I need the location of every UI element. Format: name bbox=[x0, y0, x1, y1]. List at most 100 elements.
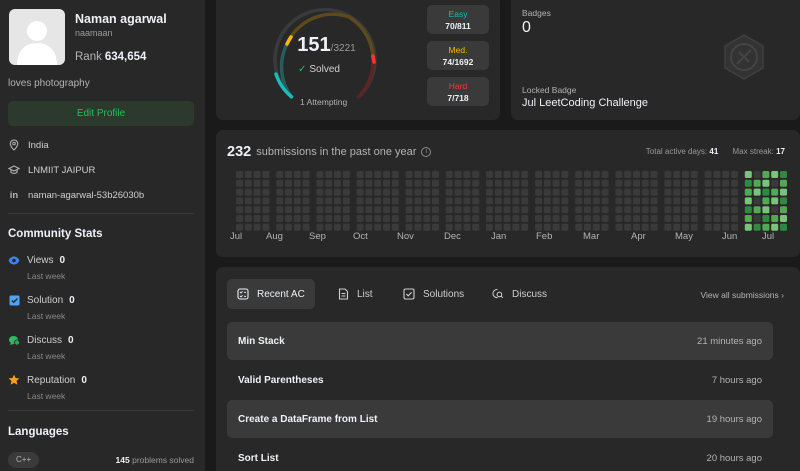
heatmap-cell[interactable] bbox=[454, 188, 462, 196]
heatmap-cell[interactable] bbox=[405, 197, 413, 205]
heatmap-cell[interactable] bbox=[236, 179, 243, 187]
heatmap-cell[interactable] bbox=[624, 179, 632, 187]
heatmap-cell[interactable] bbox=[543, 223, 551, 231]
heatmap-cell[interactable] bbox=[276, 215, 284, 222]
heatmap-cell[interactable] bbox=[293, 215, 301, 222]
heatmap-cell[interactable] bbox=[535, 223, 542, 231]
heatmap-cell[interactable] bbox=[316, 206, 324, 214]
heatmap-cell[interactable] bbox=[641, 179, 649, 187]
heatmap-cell[interactable] bbox=[486, 215, 493, 222]
heatmap-cell[interactable] bbox=[414, 188, 422, 196]
heatmap-cell[interactable] bbox=[334, 188, 341, 196]
heatmap-cell[interactable] bbox=[615, 197, 623, 205]
heatmap-cell[interactable] bbox=[494, 188, 502, 196]
heatmap-cell[interactable] bbox=[744, 215, 752, 222]
heatmap-cell[interactable] bbox=[503, 215, 511, 222]
heatmap-cell[interactable] bbox=[592, 197, 600, 205]
heatmap-cell[interactable] bbox=[601, 206, 609, 214]
heatmap-cell[interactable] bbox=[552, 188, 560, 196]
heatmap-cell[interactable] bbox=[356, 197, 364, 205]
heatmap-cell[interactable] bbox=[552, 179, 560, 187]
heatmap-cell[interactable] bbox=[521, 197, 529, 205]
heatmap-cell[interactable] bbox=[276, 223, 284, 231]
heatmap-cell[interactable] bbox=[445, 206, 453, 214]
heatmap-cell[interactable] bbox=[722, 215, 730, 222]
heatmap-cell[interactable] bbox=[383, 223, 390, 231]
heatmap-cell[interactable] bbox=[682, 188, 689, 196]
problem-title[interactable]: Valid Parentheses bbox=[238, 374, 324, 386]
heatmap-cell[interactable] bbox=[463, 223, 471, 231]
heatmap-cell[interactable] bbox=[512, 179, 520, 187]
heatmap-cell[interactable] bbox=[650, 206, 658, 214]
heatmap-cell[interactable] bbox=[682, 223, 689, 231]
heatmap-cell[interactable] bbox=[494, 223, 502, 231]
heatmap-cell[interactable] bbox=[432, 215, 439, 222]
heatmap-cell[interactable] bbox=[722, 223, 730, 231]
heatmap-cell[interactable] bbox=[405, 223, 413, 231]
heatmap-cell[interactable] bbox=[624, 171, 632, 178]
heatmap-cell[interactable] bbox=[575, 197, 583, 205]
heatmap-cell[interactable] bbox=[584, 179, 591, 187]
heatmap-cell[interactable] bbox=[664, 179, 672, 187]
heatmap-cell[interactable] bbox=[664, 206, 672, 214]
heatmap-cell[interactable] bbox=[494, 215, 502, 222]
heatmap-cell[interactable] bbox=[414, 179, 422, 187]
heatmap-cell[interactable] bbox=[762, 197, 770, 205]
heatmap-cell[interactable] bbox=[494, 206, 502, 214]
heatmap-cell[interactable] bbox=[731, 223, 738, 231]
heatmap-cell[interactable] bbox=[682, 215, 689, 222]
heatmap-cell[interactable] bbox=[342, 206, 350, 214]
list-item[interactable]: Create a DataFrame from List 19 hours ag… bbox=[227, 400, 773, 438]
heatmap-cell[interactable] bbox=[316, 215, 324, 222]
heatmap-cell[interactable] bbox=[624, 197, 632, 205]
heatmap-cell[interactable] bbox=[374, 171, 382, 178]
heatmap-cell[interactable] bbox=[704, 206, 712, 214]
heatmap-cell[interactable] bbox=[561, 171, 569, 178]
heatmap-cell[interactable] bbox=[285, 206, 292, 214]
heatmap-cell[interactable] bbox=[780, 215, 787, 222]
heatmap-cell[interactable] bbox=[682, 171, 689, 178]
heatmap-cell[interactable] bbox=[512, 206, 520, 214]
heatmap-cell[interactable] bbox=[624, 215, 632, 222]
problem-title[interactable]: Create a DataFrame from List bbox=[238, 413, 378, 425]
heatmap-cell[interactable] bbox=[342, 215, 350, 222]
heatmap-cell[interactable] bbox=[543, 188, 551, 196]
heatmap-cell[interactable] bbox=[744, 206, 752, 214]
heatmap-cell[interactable] bbox=[486, 188, 493, 196]
heatmap-cell[interactable] bbox=[454, 171, 462, 178]
heatmap-cell[interactable] bbox=[624, 206, 632, 214]
heatmap-cell[interactable] bbox=[771, 171, 779, 178]
heatmap-cell[interactable] bbox=[454, 215, 462, 222]
heatmap-cell[interactable] bbox=[592, 215, 600, 222]
heatmap-cell[interactable] bbox=[561, 179, 569, 187]
medium-box[interactable]: Med. 74/1692 bbox=[427, 41, 489, 70]
heatmap-cell[interactable] bbox=[731, 197, 738, 205]
heatmap-cell[interactable] bbox=[762, 215, 770, 222]
heatmap-cell[interactable] bbox=[592, 188, 600, 196]
heatmap-cell[interactable] bbox=[552, 223, 560, 231]
heatmap-cell[interactable] bbox=[503, 197, 511, 205]
heatmap-cell[interactable] bbox=[561, 223, 569, 231]
heatmap-cell[interactable] bbox=[722, 206, 730, 214]
heatmap-cell[interactable] bbox=[414, 206, 422, 214]
heatmap-cell[interactable] bbox=[771, 188, 779, 196]
heatmap-cell[interactable] bbox=[535, 197, 542, 205]
heatmap-cell[interactable] bbox=[633, 179, 640, 187]
heatmap-cell[interactable] bbox=[285, 197, 292, 205]
heatmap-cell[interactable] bbox=[713, 206, 721, 214]
heatmap-cell[interactable] bbox=[601, 223, 609, 231]
heatmap-cell[interactable] bbox=[753, 197, 761, 205]
heatmap-cell[interactable] bbox=[262, 179, 270, 187]
heatmap-cell[interactable] bbox=[486, 223, 493, 231]
view-all-submissions-link[interactable]: View all submissions › bbox=[701, 290, 784, 300]
heatmap-cell[interactable] bbox=[575, 206, 583, 214]
heatmap-cell[interactable] bbox=[503, 206, 511, 214]
heatmap-cell[interactable] bbox=[244, 206, 252, 214]
heatmap-cell[interactable] bbox=[285, 171, 292, 178]
heatmap-cell[interactable] bbox=[615, 215, 623, 222]
heatmap-cell[interactable] bbox=[704, 188, 712, 196]
heatmap-cell[interactable] bbox=[391, 171, 399, 178]
heatmap-cell[interactable] bbox=[704, 215, 712, 222]
heatmap-cell[interactable] bbox=[253, 171, 261, 178]
avatar[interactable] bbox=[9, 9, 65, 65]
